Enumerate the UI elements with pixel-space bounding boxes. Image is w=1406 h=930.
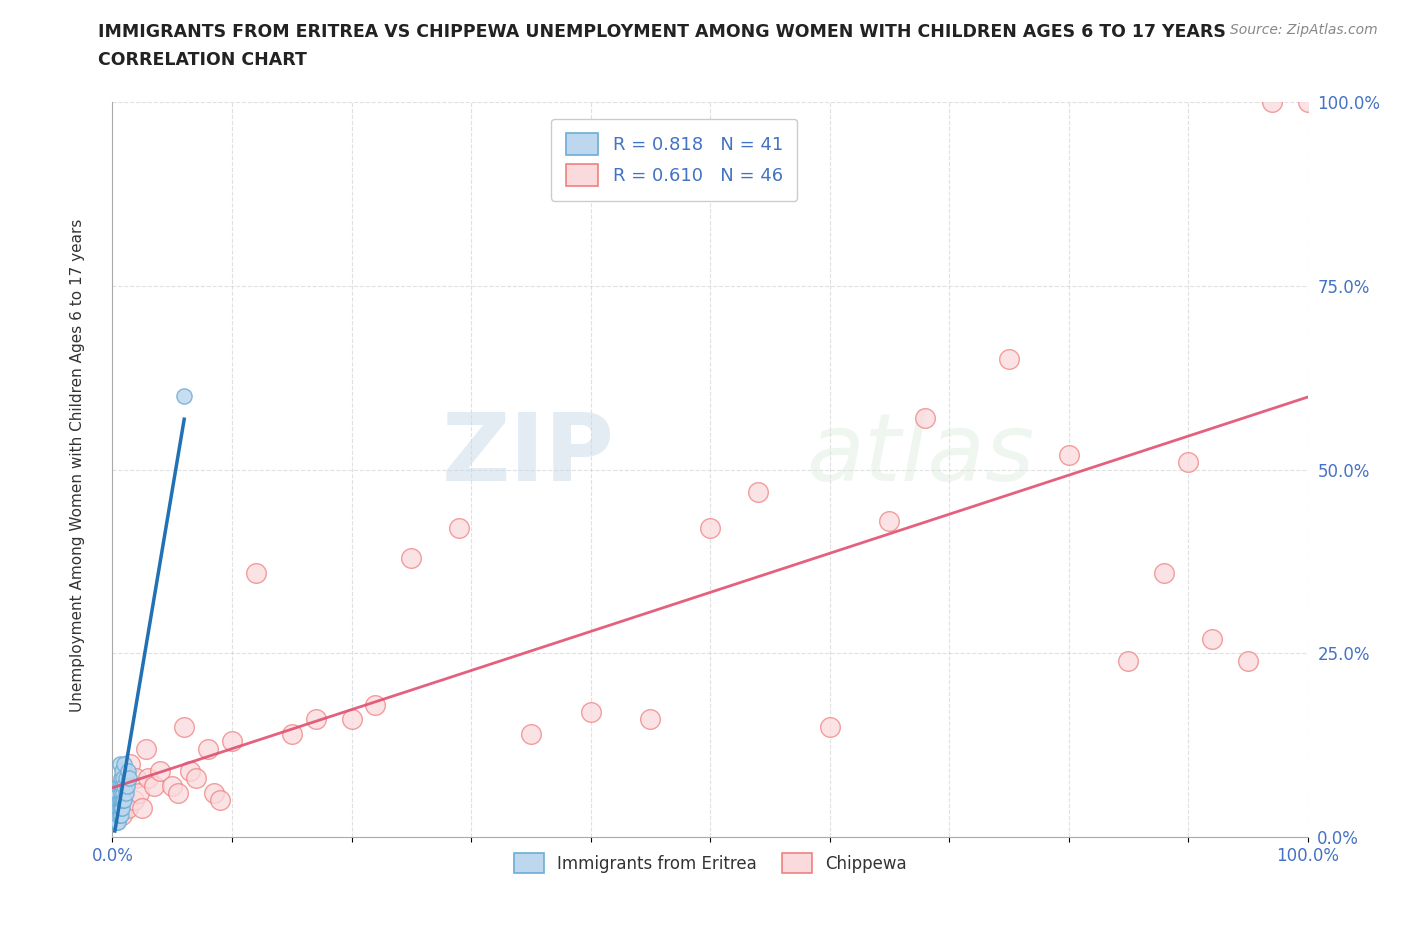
Point xyxy=(364,698,387,712)
Point xyxy=(579,705,602,720)
Point xyxy=(107,792,129,807)
Point xyxy=(138,771,160,786)
Point xyxy=(149,764,172,778)
Text: IMMIGRANTS FROM ERITREA VS CHIPPEWA UNEMPLOYMENT AMONG WOMEN WITH CHILDREN AGES : IMMIGRANTS FROM ERITREA VS CHIPPEWA UNEM… xyxy=(98,23,1226,41)
Point xyxy=(104,807,127,822)
Point xyxy=(114,756,135,771)
Point xyxy=(447,521,470,536)
Text: Unemployment Among Women with Children Ages 6 to 17 years: Unemployment Among Women with Children A… xyxy=(70,219,84,711)
Point xyxy=(1177,455,1199,470)
Point xyxy=(117,800,139,815)
Point xyxy=(197,741,219,756)
Point xyxy=(1118,653,1140,668)
Point xyxy=(114,786,136,801)
Point xyxy=(179,764,201,778)
Point xyxy=(221,734,243,749)
Point xyxy=(105,800,128,815)
Point xyxy=(115,778,138,793)
Point xyxy=(110,800,132,815)
Point xyxy=(1201,631,1223,646)
Point xyxy=(186,771,208,786)
Point xyxy=(111,792,134,807)
Point xyxy=(128,786,150,801)
Point xyxy=(117,764,139,778)
Point xyxy=(114,771,135,786)
Point xyxy=(107,807,129,822)
Legend: Immigrants from Eritrea, Chippewa: Immigrants from Eritrea, Chippewa xyxy=(506,846,914,880)
Point xyxy=(107,778,129,793)
Point xyxy=(108,778,131,793)
Point xyxy=(162,778,183,793)
Point xyxy=(118,771,141,786)
Point xyxy=(699,521,721,536)
Point xyxy=(114,792,135,807)
Point xyxy=(107,815,129,830)
Point xyxy=(640,712,662,727)
Point xyxy=(998,352,1021,367)
Point xyxy=(110,807,132,822)
Point xyxy=(143,778,166,793)
Point xyxy=(107,800,129,815)
Point xyxy=(173,720,195,735)
Point xyxy=(125,771,148,786)
Point xyxy=(914,411,936,426)
Point xyxy=(747,485,769,499)
Point xyxy=(818,720,841,735)
Text: CORRELATION CHART: CORRELATION CHART xyxy=(98,51,308,69)
Point xyxy=(401,551,423,565)
Point xyxy=(105,807,128,822)
Point xyxy=(111,807,134,822)
Point xyxy=(105,815,128,830)
Point xyxy=(209,792,232,807)
Point xyxy=(105,792,128,807)
Text: ZIP: ZIP xyxy=(441,409,614,501)
Point xyxy=(112,786,135,801)
Point xyxy=(108,756,131,771)
Point xyxy=(105,792,128,807)
Point xyxy=(112,792,135,807)
Point xyxy=(107,786,129,801)
Point xyxy=(1153,565,1175,580)
Point xyxy=(173,389,195,404)
Point xyxy=(111,764,134,778)
Point xyxy=(105,815,128,830)
Point xyxy=(105,792,128,807)
Point xyxy=(167,786,190,801)
Point xyxy=(114,771,136,786)
Point xyxy=(131,800,153,815)
Point xyxy=(108,807,131,822)
Point xyxy=(281,726,304,741)
Point xyxy=(879,513,901,528)
Point xyxy=(305,712,328,727)
Point xyxy=(114,778,135,793)
Point xyxy=(110,786,132,801)
Point xyxy=(120,756,142,771)
Point xyxy=(340,712,363,727)
Point xyxy=(1237,653,1260,668)
Point xyxy=(202,786,225,801)
Point xyxy=(110,771,132,786)
Point xyxy=(105,786,128,801)
Point xyxy=(122,792,145,807)
Point xyxy=(111,800,134,815)
Text: atlas: atlas xyxy=(806,409,1033,500)
Point xyxy=(110,792,132,807)
Point xyxy=(245,565,267,580)
Point xyxy=(108,800,131,815)
Point xyxy=(105,807,128,822)
Point xyxy=(108,792,131,807)
Point xyxy=(112,771,135,786)
Point xyxy=(1057,447,1080,462)
Text: Source: ZipAtlas.com: Source: ZipAtlas.com xyxy=(1230,23,1378,37)
Point xyxy=(1296,95,1319,110)
Point xyxy=(1261,95,1284,110)
Point xyxy=(111,778,134,793)
Point xyxy=(520,726,543,741)
Point xyxy=(135,741,157,756)
